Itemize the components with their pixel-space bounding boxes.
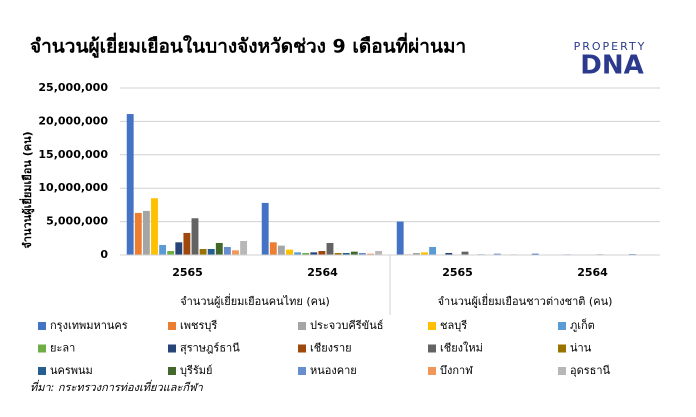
bar <box>175 242 183 255</box>
y-tick-label: 0 <box>100 248 108 261</box>
bar <box>199 248 207 255</box>
legend-label: กรุงเทพมหานคร <box>50 319 128 332</box>
bar <box>159 244 167 255</box>
bar <box>191 218 199 255</box>
legend-swatch <box>428 322 436 330</box>
y-tick-label: 5,000,000 <box>46 215 108 228</box>
legend-label: ยะลา <box>50 342 75 355</box>
bar <box>396 221 404 255</box>
bar <box>240 240 248 255</box>
bar <box>367 253 374 255</box>
y-tick-label: 10,000,000 <box>38 181 108 194</box>
bar <box>421 252 428 255</box>
legend-swatch <box>38 344 46 353</box>
chart-title: จำนวนผู้เยี่ยมเยือนในบางจังหวัดช่วง 9 เด… <box>30 33 466 59</box>
legend-swatch <box>298 322 306 330</box>
legend-swatch <box>168 322 176 330</box>
bar <box>326 242 334 255</box>
bar <box>261 202 269 255</box>
legend-label: น่าน <box>570 342 592 355</box>
bar <box>134 212 142 255</box>
legend-swatch <box>298 344 306 353</box>
bar <box>342 252 350 255</box>
y-axis-label: จำนวนผู้เยี่ยมเยือน (คน) <box>19 131 35 248</box>
bar <box>461 251 469 255</box>
bar <box>375 250 383 255</box>
bar <box>318 250 326 255</box>
bar <box>183 232 191 255</box>
x-tick-label: 2564 <box>307 266 338 279</box>
bar <box>350 251 358 255</box>
legend-label: หนองคาย <box>310 364 357 377</box>
bar <box>142 210 150 255</box>
bar <box>628 253 636 255</box>
bar <box>493 253 501 255</box>
legend-label: เชียงใหม่ <box>440 342 483 355</box>
legend-label: อุดรธานี <box>570 364 611 377</box>
legend-swatch <box>168 367 176 375</box>
bar <box>302 252 310 255</box>
bar <box>126 114 134 255</box>
bar <box>531 253 539 255</box>
legend-label: สุราษฎร์ธานี <box>180 342 240 355</box>
legend-label: บุรีรัมย์ <box>180 364 213 377</box>
bar <box>334 252 342 255</box>
group-label: จำนวนผู้เยี่ยมเยือนชาวต่างชาติ (คน) <box>438 293 613 308</box>
bar <box>294 252 302 255</box>
legend-label: ชลบุรี <box>440 319 467 332</box>
legend-label: เพชรบุรี <box>180 319 217 332</box>
bar <box>445 252 453 255</box>
bar <box>429 246 437 255</box>
x-tick-label: 2565 <box>172 266 203 279</box>
y-tick-label: 25,000,000 <box>38 81 108 94</box>
legend-swatch <box>558 367 566 375</box>
legend-swatch <box>428 344 436 353</box>
bar <box>223 246 231 255</box>
bar <box>310 252 318 255</box>
bar <box>151 198 158 255</box>
legend-swatch <box>38 367 46 375</box>
bar <box>232 250 239 255</box>
y-tick-label: 15,000,000 <box>38 148 108 161</box>
legend-label: ประจวบคีรีขันธ์ <box>310 319 383 332</box>
legend-swatch <box>558 322 566 330</box>
bar <box>358 252 366 255</box>
legend-swatch <box>558 344 566 353</box>
y-tick-label: 20,000,000 <box>38 114 108 127</box>
bar <box>215 242 223 255</box>
group-label: จำนวนผู้เยี่ยมเยือนคนไทย (คน) <box>180 293 330 308</box>
legend-swatch <box>168 344 176 353</box>
legend-label: ภูเก็ต <box>570 318 595 332</box>
bar <box>277 245 285 255</box>
legend-swatch <box>428 367 436 375</box>
bar <box>269 242 277 255</box>
bar <box>286 249 293 255</box>
legend-swatch <box>38 322 46 330</box>
legend-label: เชียงราย <box>310 342 352 355</box>
legend-swatch <box>298 367 306 375</box>
bar <box>167 250 175 255</box>
legend-label: นครพนม <box>50 364 93 377</box>
source: ที่มา: กระทรวงการท่องเที่ยวและกีฬา <box>30 379 204 394</box>
bar <box>207 248 215 255</box>
x-tick-label: 2564 <box>577 266 608 279</box>
x-tick-label: 2565 <box>442 266 473 279</box>
logo-top: PROPERTY <box>574 40 647 53</box>
logo-main: DNA <box>580 51 643 81</box>
bar <box>412 252 420 255</box>
legend-label: บึงกาฬ <box>440 364 473 377</box>
